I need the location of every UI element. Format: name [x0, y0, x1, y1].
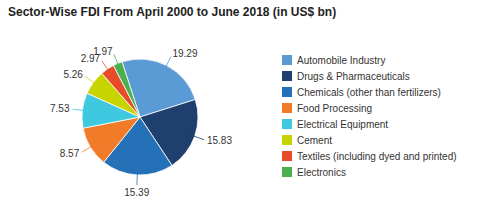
legend-label: Cement	[297, 135, 332, 146]
leader-line	[163, 57, 172, 74]
leader-line	[85, 77, 100, 88]
legend-swatch	[282, 119, 292, 129]
data-label: 5.26	[63, 69, 83, 80]
slice	[113, 62, 140, 117]
legend-swatch	[282, 103, 292, 113]
legend-label: Food Processing	[297, 103, 372, 114]
legend-label: Electrical Equipment	[297, 119, 388, 130]
legend-label: Textiles (including dyed and printed)	[297, 151, 457, 162]
data-label: 8.57	[60, 148, 80, 159]
legend-swatch	[282, 71, 292, 81]
legend-swatch	[282, 151, 292, 161]
data-label: 1.97	[93, 46, 113, 57]
title: Sector-Wise FDI From April 2000 to June …	[8, 5, 336, 19]
leader-line	[114, 54, 121, 71]
leader-line	[102, 61, 113, 76]
legend: Automobile Industry Drugs & Pharmaceutica…	[282, 55, 457, 178]
pie	[82, 59, 198, 175]
data-label: 15.83	[207, 135, 232, 146]
legend-swatch	[282, 87, 292, 97]
legend-swatch	[282, 55, 292, 65]
legend-swatch	[282, 135, 292, 145]
legend-label: Electronics	[297, 167, 346, 178]
data-label: 7.53	[50, 103, 70, 114]
chart: Sector-Wise FDI From April 2000 to June …	[0, 0, 500, 204]
leader-line	[136, 166, 138, 185]
leader-line	[186, 133, 204, 139]
legend-label: Drugs & Pharmaceuticals	[297, 71, 410, 82]
legend-label: Automobile Industry	[297, 55, 385, 66]
leader-line	[72, 109, 91, 111]
data-labels: 19.2915.8315.398.577.535.262.971.97	[50, 46, 232, 198]
data-label: 15.39	[124, 187, 149, 198]
legend-label: Chemicals (other than fertilizers)	[297, 87, 441, 98]
leader-line	[82, 143, 98, 153]
legend-swatch	[282, 167, 292, 177]
data-label: 19.29	[172, 48, 197, 59]
